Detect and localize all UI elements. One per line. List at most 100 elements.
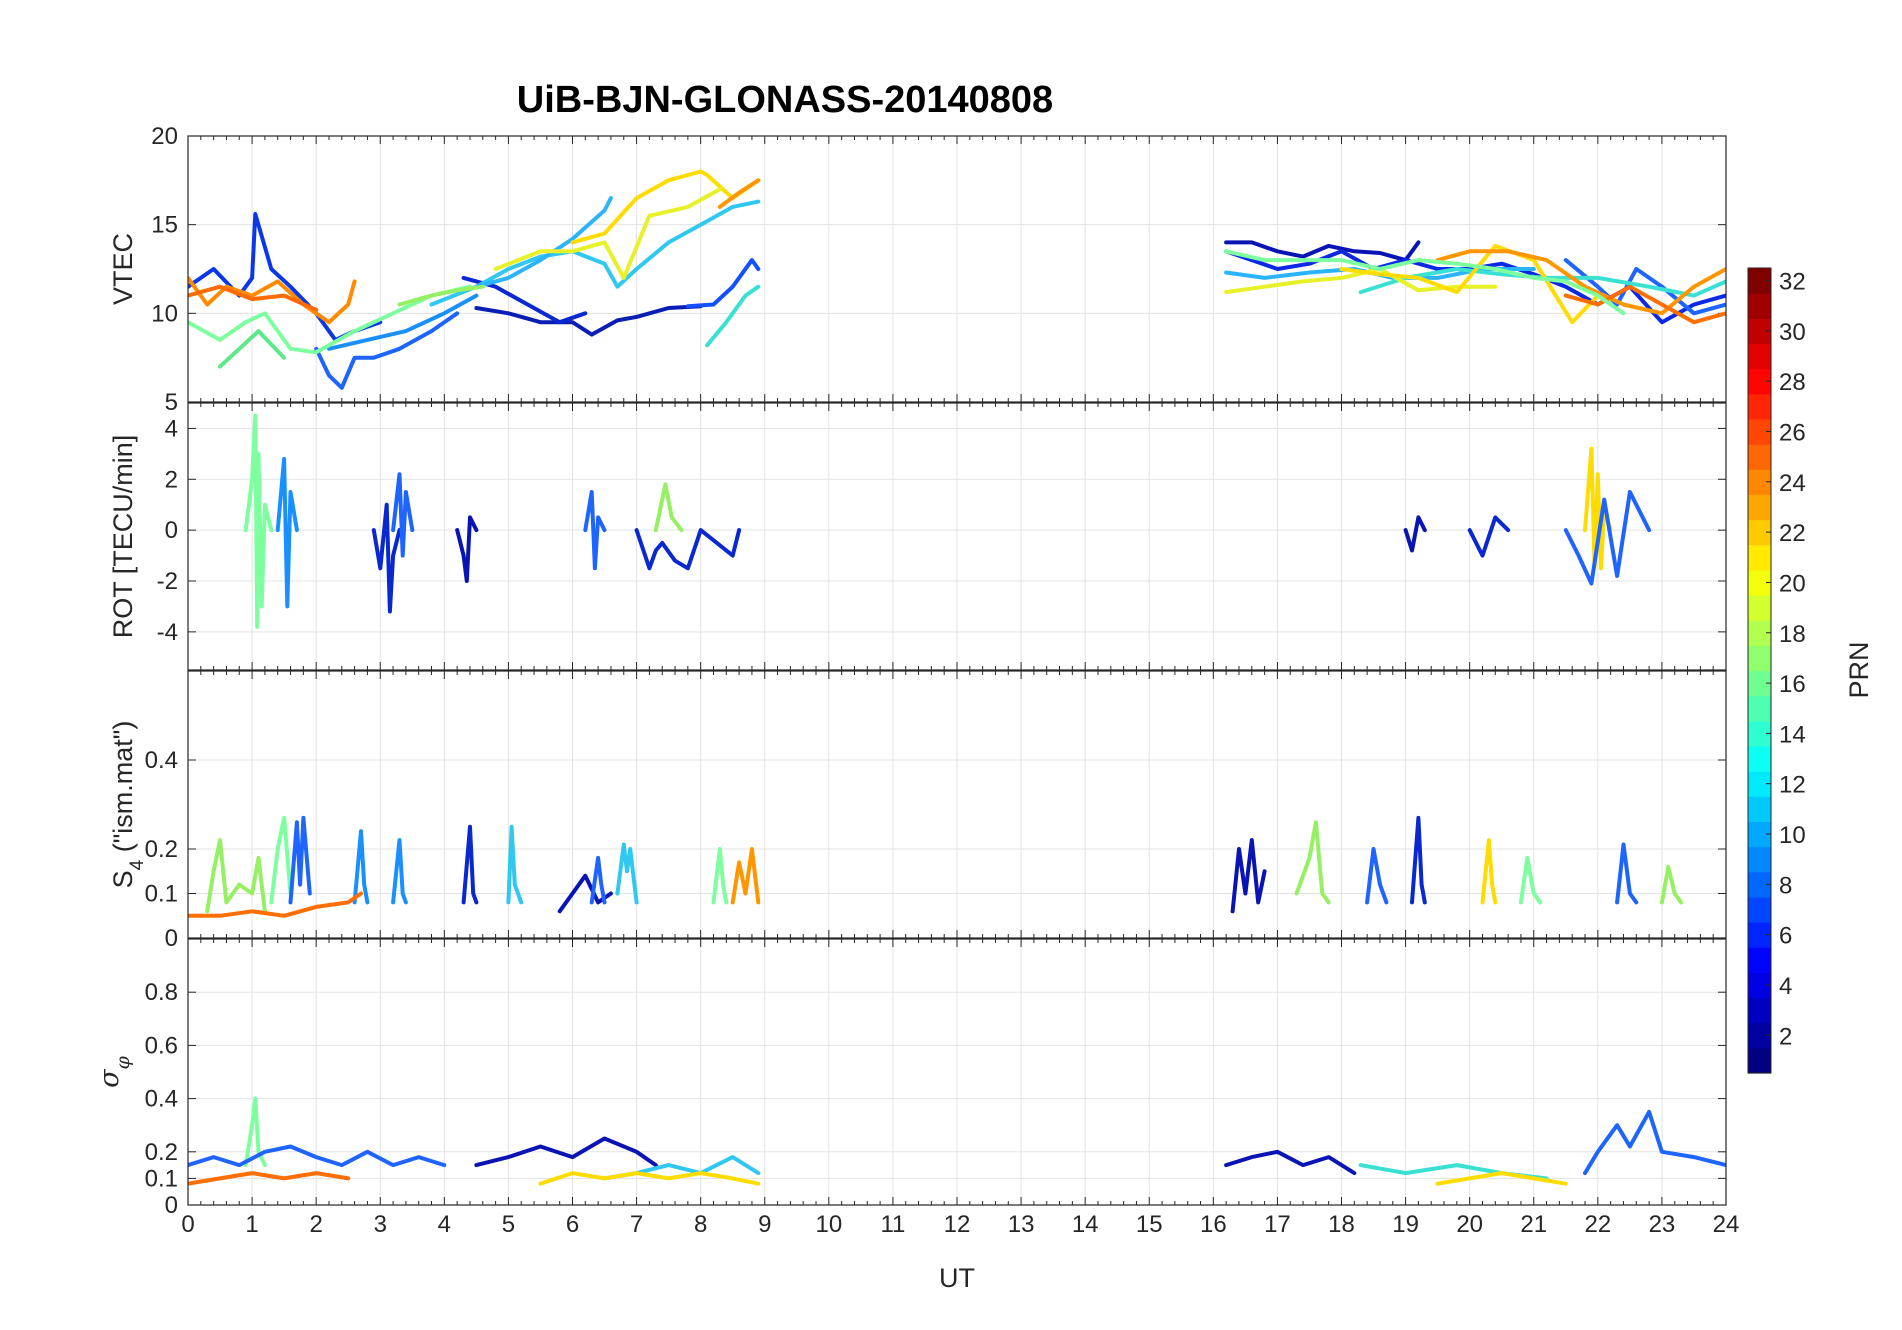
panel-frame xyxy=(187,670,1727,939)
y-label-rest: ("ism.mat") xyxy=(108,721,138,860)
series-line xyxy=(1659,864,1684,905)
series-line xyxy=(634,528,742,571)
colorbar-cell xyxy=(1748,670,1771,697)
series-line xyxy=(1410,815,1427,905)
y-tick-label: 0.4 xyxy=(145,1086,178,1113)
series-line xyxy=(327,293,479,351)
colorbar-tick-label: 14 xyxy=(1779,721,1806,748)
series-line xyxy=(1339,243,1600,325)
series-line xyxy=(1435,249,1726,316)
colorbar-tick-label: 22 xyxy=(1779,520,1806,547)
series-line xyxy=(493,187,722,280)
panel-3: 0 0.1 0.2 0.4S4 ("ism.mat") xyxy=(108,670,1727,952)
x-tick-label: 14 xyxy=(1072,1211,1099,1238)
colorbar-tick-label: 16 xyxy=(1779,671,1806,698)
colorbar-cell xyxy=(1748,393,1771,420)
x-tick-label: 6 xyxy=(566,1211,579,1238)
x-tick-label: 9 xyxy=(758,1211,771,1238)
colorbar-cell xyxy=(1748,469,1771,496)
series-line xyxy=(685,258,761,309)
y-axis-label: S4 ("ism.mat") xyxy=(108,721,148,889)
colorbar-cell xyxy=(1748,293,1771,319)
y-tick-label: 0.8 xyxy=(145,979,178,1006)
colorbar-cell xyxy=(1748,595,1771,621)
colorbar-tick-label: 28 xyxy=(1779,369,1806,396)
series-line xyxy=(455,515,479,583)
colorbar-cell xyxy=(1748,1022,1771,1049)
series-group xyxy=(188,1096,1726,1186)
x-tick-label: 17 xyxy=(1264,1211,1291,1238)
colorbar-cell xyxy=(1748,318,1771,345)
panel-4: 00.10.2 0.4 0.6 0.8 σφ xyxy=(94,938,1727,1219)
series-line xyxy=(1615,842,1639,905)
series-line xyxy=(391,472,415,558)
y-tick-label: 0.1 xyxy=(145,881,178,908)
x-tick-label: 10 xyxy=(815,1211,842,1238)
x-tick-label: 13 xyxy=(1008,1211,1035,1238)
colorbar-cell xyxy=(1748,418,1771,445)
colorbar-cell xyxy=(1748,972,1771,999)
series-group xyxy=(188,815,1684,918)
colorbar-tick-label: 12 xyxy=(1779,772,1806,799)
colorbar-cell xyxy=(1748,871,1771,898)
series-line xyxy=(1518,855,1543,905)
colorbar-cell xyxy=(1748,745,1771,772)
x-tick-label: 19 xyxy=(1392,1211,1419,1238)
series-line xyxy=(188,275,357,325)
series-line xyxy=(615,842,639,905)
x-tick-label: 3 xyxy=(374,1211,387,1238)
series-line xyxy=(506,824,524,905)
colorbar-cell xyxy=(1748,771,1771,797)
y-tick-label: 0 xyxy=(165,1192,178,1219)
x-tick-label: 4 xyxy=(438,1211,451,1238)
series-line xyxy=(352,829,370,905)
colorbar-cell xyxy=(1748,620,1771,646)
colorbar-cell xyxy=(1748,343,1771,370)
colorbar-cell xyxy=(1748,1047,1771,1074)
panel-frame xyxy=(187,135,1727,403)
x-tick-label: 22 xyxy=(1584,1211,1611,1238)
y-tick-label: 4 xyxy=(165,415,178,442)
series-line xyxy=(218,329,287,369)
colorbar-cell xyxy=(1748,519,1771,546)
y-tick-label: 0.6 xyxy=(145,1032,178,1059)
colorbar-cell xyxy=(1748,846,1771,873)
panel-frame xyxy=(187,938,1727,1206)
series-line xyxy=(397,284,485,307)
y-tick-label: 10 xyxy=(151,300,178,327)
colorbar-cell xyxy=(1748,494,1771,521)
series-line xyxy=(653,482,684,533)
series-line xyxy=(1403,515,1427,553)
series-line xyxy=(314,311,460,390)
series-group xyxy=(243,413,1652,629)
colorbar-tick-label: 4 xyxy=(1779,973,1792,1000)
y-axis-label: ROT [TECU/min] xyxy=(108,435,138,639)
series-line xyxy=(188,212,383,342)
y-tick-label: 0.2 xyxy=(145,836,178,863)
series-line xyxy=(474,1136,658,1168)
colorbar-cell xyxy=(1748,922,1771,948)
colorbar-tick-label: 32 xyxy=(1779,269,1806,296)
series-line xyxy=(589,855,607,905)
x-axis-label: UT xyxy=(939,1263,975,1293)
series-line xyxy=(391,838,408,905)
y-tick-label: -2 xyxy=(157,568,178,595)
y-tick-label: 0 xyxy=(165,517,178,544)
y-tick-label: 20 xyxy=(151,123,178,150)
y-tick-label: 0.2 xyxy=(145,1139,178,1166)
series-line xyxy=(243,413,274,629)
x-tick-label: 16 xyxy=(1200,1211,1227,1238)
series-line xyxy=(461,824,479,905)
series-line xyxy=(1230,838,1267,914)
series-line xyxy=(1563,284,1726,325)
series-line xyxy=(1224,240,1421,263)
colorbar-tick-label: 18 xyxy=(1779,621,1806,648)
series-line xyxy=(269,815,293,905)
series-line xyxy=(730,847,761,905)
chart-title: UiB-BJN-GLONASS-20140808 xyxy=(517,79,1053,121)
series-line xyxy=(474,304,703,337)
series-line xyxy=(538,1171,761,1186)
